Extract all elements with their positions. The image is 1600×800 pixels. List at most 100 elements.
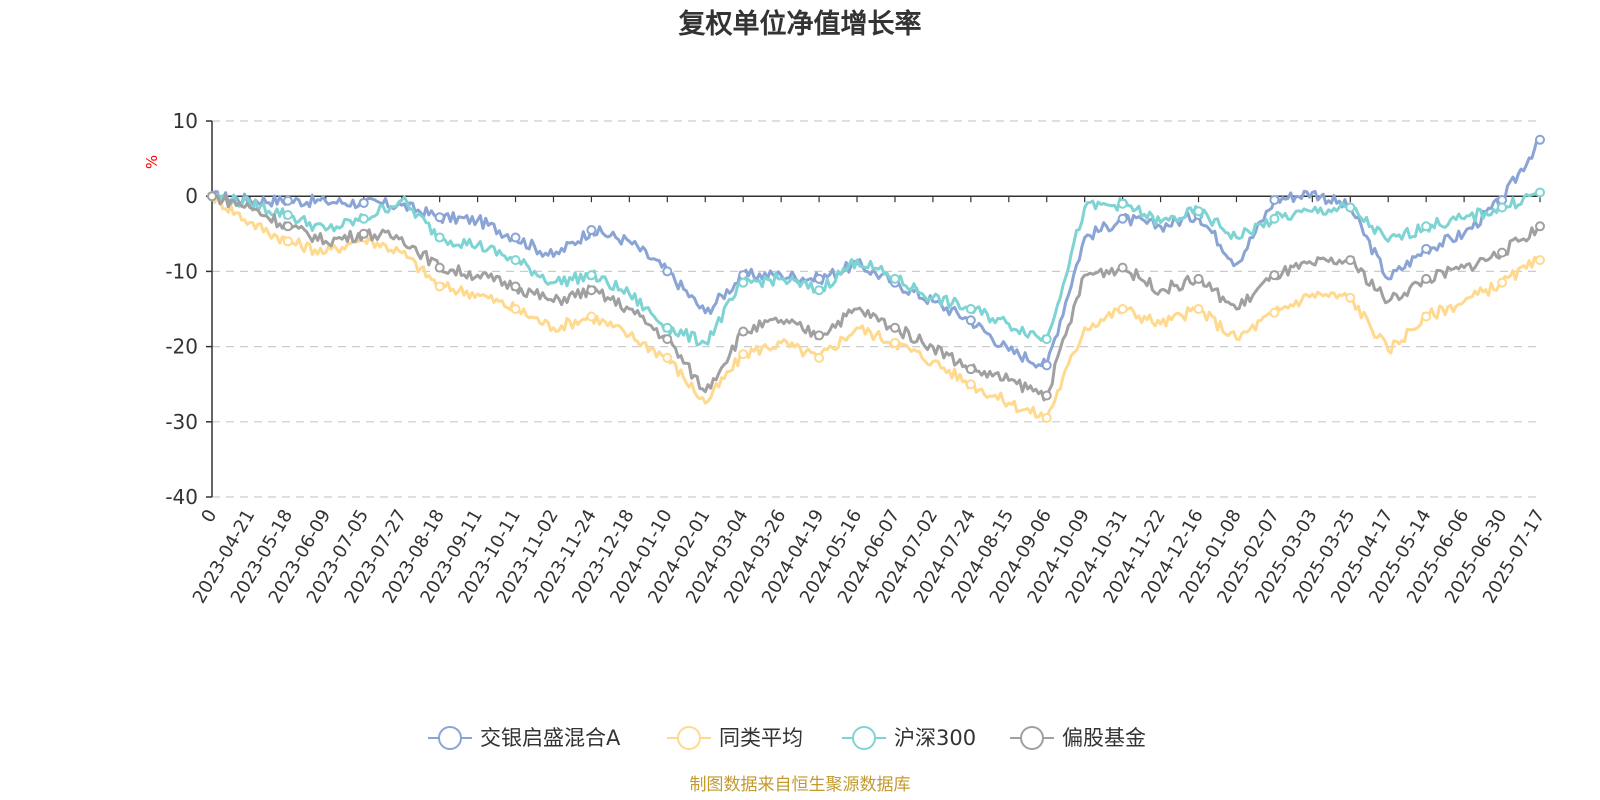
- data-point: [1269, 270, 1280, 281]
- data-point: [1535, 255, 1545, 266]
- data-point: [1117, 262, 1128, 273]
- data-point: [814, 330, 825, 341]
- data-point: [1421, 221, 1432, 232]
- data-point: [358, 228, 369, 239]
- data-point: [738, 277, 749, 288]
- axes: 10 0 -10 -20 -30 -40: [165, 109, 1541, 509]
- series-line: [211, 190, 1541, 347]
- data-point: [586, 285, 597, 296]
- data-point: [1269, 307, 1280, 318]
- series: [207, 191, 1545, 424]
- data-point: [738, 349, 749, 360]
- data-point: [434, 212, 445, 223]
- data-point: [1193, 304, 1204, 314]
- data-point: [434, 262, 445, 273]
- data-point: [510, 304, 521, 314]
- data-point: [1269, 194, 1280, 205]
- data-point: [1535, 187, 1545, 198]
- legend-label: 沪深300: [894, 726, 976, 750]
- data-point: [662, 352, 673, 363]
- data-point: [510, 281, 521, 292]
- legend-label: 同类平均: [719, 726, 803, 750]
- data-point: [662, 266, 673, 277]
- data-point: [1117, 213, 1128, 224]
- series: [207, 191, 1545, 402]
- legend-marker: [852, 726, 876, 750]
- x-tick-labels: 02023-04-212023-05-182023-06-092023-07-0…: [189, 506, 1550, 607]
- y-tick-label: -30: [165, 410, 198, 434]
- data-point: [662, 334, 673, 345]
- legend-marker: [677, 726, 701, 750]
- data-point: [662, 322, 673, 333]
- data-point: [358, 213, 369, 224]
- data-point: [586, 225, 597, 236]
- data-point: [1345, 202, 1356, 213]
- x-tick-label: 0: [197, 506, 221, 526]
- series-line: [210, 194, 1541, 421]
- data-point: [1497, 247, 1508, 258]
- data-point: [282, 221, 293, 232]
- data-point: [586, 311, 597, 322]
- data-point: [1041, 334, 1052, 345]
- data-point: [510, 255, 521, 266]
- data-point: [1535, 134, 1545, 145]
- legend: 交银启盛混合A 同类平均 沪深300 偏股基金: [428, 726, 1146, 750]
- legend-marker: [438, 726, 462, 750]
- data-point: [510, 232, 521, 243]
- data-point: [965, 379, 976, 390]
- legend-item: 沪深300: [842, 726, 976, 750]
- legend-item: 偏股基金: [1010, 726, 1146, 750]
- data-point: [965, 315, 976, 326]
- data-point: [1041, 360, 1052, 371]
- data-point: [1041, 413, 1052, 424]
- data-point: [358, 197, 369, 208]
- data-point: [814, 352, 825, 363]
- data-point: [889, 337, 900, 348]
- y-tick-label: 0: [185, 184, 198, 208]
- y-axis-unit: %: [143, 155, 161, 169]
- data-point: [1117, 198, 1128, 209]
- data-source-note: 制图数据来自恒生聚源数据库: [690, 775, 911, 795]
- data-point: [1421, 243, 1432, 254]
- data-point: [889, 273, 900, 284]
- data-point: [1117, 304, 1128, 314]
- data-point: [1269, 213, 1280, 224]
- legend-label: 交银启盛混合A: [480, 726, 621, 750]
- data-point: [965, 364, 976, 375]
- series-line: [211, 193, 1541, 402]
- y-tick-label: -10: [165, 259, 198, 283]
- data-point: [282, 236, 293, 247]
- data-point: [1497, 277, 1508, 288]
- data-point: [889, 322, 900, 333]
- data-point: [814, 285, 825, 296]
- series: [207, 187, 1545, 347]
- y-tick-label: -20: [165, 335, 198, 359]
- data-point: [434, 281, 445, 292]
- data-point: [1497, 202, 1508, 213]
- legend-marker: [1020, 726, 1044, 750]
- data-point: [1345, 292, 1356, 303]
- legend-item: 交银启盛混合A: [428, 726, 621, 750]
- data-point: [1421, 311, 1432, 322]
- data-point: [1345, 255, 1356, 266]
- data-point: [207, 191, 217, 202]
- data-point: [434, 232, 445, 243]
- chart-title: 复权单位净值增长率: [679, 8, 922, 40]
- legend-label: 偏股基金: [1062, 726, 1146, 750]
- y-tick-label: 10: [173, 109, 198, 133]
- data-point: [814, 273, 825, 284]
- legend-item: 同类平均: [667, 726, 803, 750]
- y-tick-label: -40: [165, 485, 198, 509]
- data-point: [1041, 390, 1052, 401]
- data-point: [965, 304, 976, 314]
- data-point: [282, 210, 293, 220]
- data-point: [738, 326, 749, 337]
- data-point: [1193, 273, 1204, 284]
- series-line: [210, 136, 1541, 369]
- grid: [212, 120, 1540, 498]
- data-point: [282, 195, 293, 206]
- series-lines: [207, 134, 1545, 424]
- data-point: [1535, 221, 1545, 232]
- data-point: [1421, 273, 1432, 284]
